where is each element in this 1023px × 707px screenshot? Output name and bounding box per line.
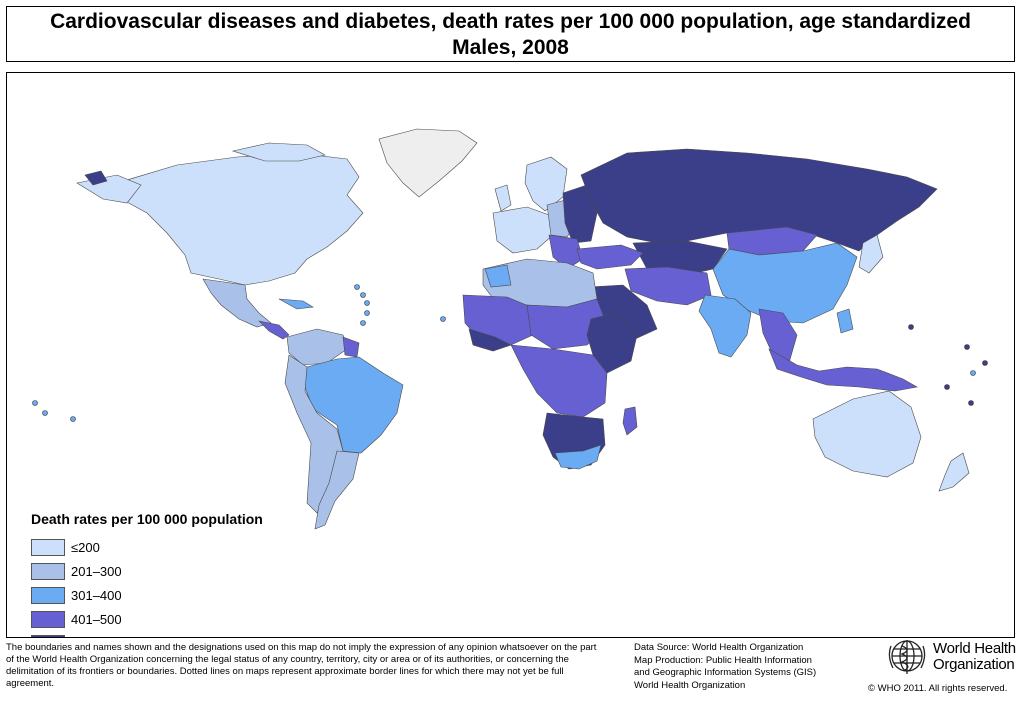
map-title: Cardiovascular diseases and diabetes, de…: [50, 10, 971, 33]
who-emblem-icon: [888, 640, 926, 674]
region-india: [698, 294, 752, 358]
legend-item: ≤200: [31, 535, 263, 559]
legend-swatch: [31, 586, 65, 604]
region-central-america: [258, 320, 290, 340]
region-uk: [494, 184, 512, 212]
region-caribbean: [278, 298, 314, 310]
region-northwest-africa: [484, 264, 512, 288]
region-pacific-island: [970, 370, 976, 376]
region-philippines: [836, 308, 854, 334]
disclaimer-text: The boundaries and names shown and the d…: [6, 642, 597, 689]
legend-swatch: [31, 634, 65, 637]
region-south-africa: [554, 444, 602, 470]
credits-map-production: Map Production: Public Health Informatio…: [634, 654, 812, 666]
legend-swatch: [31, 562, 65, 580]
region-east-siberia-tip: [84, 170, 108, 186]
who-name-line2: Organization: [933, 656, 1015, 673]
region-turkey-caucasus: [576, 244, 644, 270]
region-canada-islands: [231, 142, 326, 162]
region-mexico: [202, 278, 272, 328]
legend-item: 401–500: [31, 607, 263, 631]
legend-label: >500: [71, 636, 100, 638]
who-name: World Health Organization: [933, 641, 1016, 673]
region-iran-afghanistan: [624, 266, 712, 306]
region-east-africa: [586, 312, 638, 374]
legend: Death rates per 100 000 population ≤200 2…: [31, 511, 263, 638]
region-western-europe: [492, 206, 554, 254]
who-name-line1: World Health: [933, 640, 1016, 657]
region-greenland: [378, 128, 478, 198]
region-pacific-island: [944, 384, 950, 390]
region-pacific-island: [42, 410, 48, 416]
legend-label: ≤200: [71, 539, 100, 555]
region-north-america: [116, 152, 364, 286]
credits: Data Source: World Health Organization M…: [634, 642, 874, 692]
region-atlantic-island: [440, 316, 446, 322]
region-balkans: [548, 234, 584, 270]
region-west-africa-coast: [468, 328, 512, 352]
region-pacific-island: [908, 324, 914, 330]
region-pacific-island: [968, 400, 974, 406]
legend-swatch: [31, 538, 65, 556]
region-pacific-island: [964, 344, 970, 350]
region-australia: [812, 390, 922, 478]
region-indonesia: [768, 348, 918, 392]
region-japan: [858, 234, 884, 274]
legend-item: 201–300: [31, 559, 263, 583]
region-new-zealand: [938, 452, 970, 492]
legend-swatch: [31, 610, 65, 628]
credits-organization: World Health Organization: [634, 679, 746, 691]
region-madagascar: [622, 406, 638, 436]
legend-label: 301–400: [71, 587, 122, 603]
region-argentina: [314, 450, 360, 530]
region-colombia-venezuela: [286, 328, 348, 366]
credits-gis: and Geographic Information Systems (GIS): [634, 667, 817, 678]
region-caribbean-island: [360, 292, 366, 298]
copyright: © WHO 2011. All rights reserved.: [868, 683, 1008, 694]
region-caribbean-island: [354, 284, 360, 290]
region-pacific-island: [982, 360, 988, 366]
map-subtitle: Males, 2008: [452, 36, 569, 59]
region-caribbean-island: [364, 300, 370, 306]
legend-item: 301–400: [31, 583, 263, 607]
legend-label: 201–300: [71, 563, 122, 579]
region-pacific-island: [70, 416, 76, 422]
legend-label: 401–500: [71, 611, 122, 627]
credits-data-source: Data Source: World Health Organization: [634, 642, 804, 653]
region-pacific-island: [32, 400, 38, 406]
world-map: [32, 128, 988, 530]
map-frame: Death rates per 100 000 population ≤200 2…: [6, 72, 1015, 638]
region-guianas: [342, 336, 360, 358]
region-caribbean-island: [360, 320, 366, 326]
region-caribbean-island: [364, 310, 370, 316]
region-central-africa: [510, 344, 608, 418]
legend-item: >500: [31, 631, 263, 638]
map-title-box: Cardiovascular diseases and diabetes, de…: [6, 6, 1015, 62]
legend-title: Death rates per 100 000 population: [31, 511, 263, 527]
